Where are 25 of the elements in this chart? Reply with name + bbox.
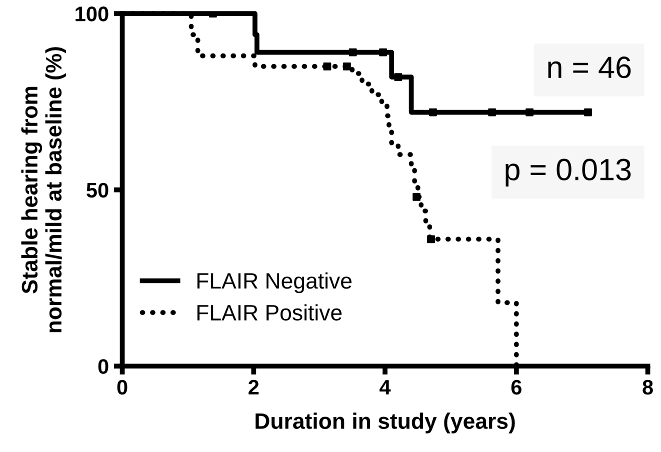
annotation: p = 0.013: [506, 158, 631, 186]
y-axis-title: Stable hearing from normal/mild at baseline (%): [21, 47, 66, 332]
point: [412, 192, 421, 201]
x-tick-label: 6: [511, 380, 522, 395]
legend-label: FLAIR Positive: [197, 304, 342, 321]
point: [394, 73, 402, 81]
point: [429, 108, 437, 116]
annotation: n = 46: [548, 56, 631, 78]
y-tick-label: 100: [76, 6, 108, 22]
point: [379, 48, 388, 56]
legend-label: FLAIR Negative: [197, 272, 352, 294]
point: [526, 108, 534, 116]
point: [488, 108, 496, 116]
point: [427, 235, 435, 244]
point: [323, 62, 332, 70]
x-tick-label: 2: [248, 380, 259, 394]
x-axis-title: Duration in study (years): [256, 412, 515, 434]
y-tick-label: 50: [86, 182, 108, 198]
point: [348, 48, 357, 56]
x-tick-label: 8: [642, 380, 653, 395]
point: [342, 62, 351, 70]
y-tick-label: 0: [98, 359, 108, 374]
x-tick-label: 0: [117, 380, 128, 395]
x-tick-label: 4: [380, 380, 391, 394]
point: [584, 108, 592, 116]
